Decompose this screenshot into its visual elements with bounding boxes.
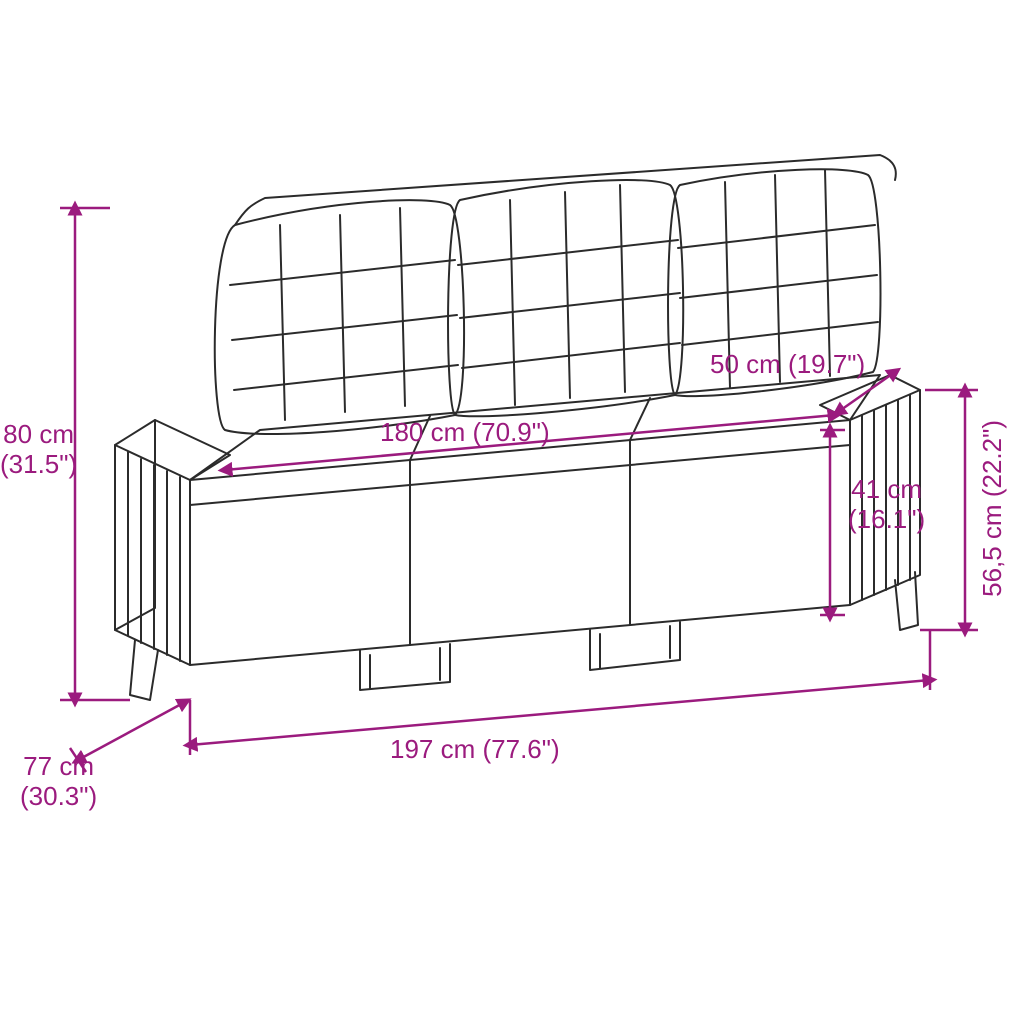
sofa-dimension-diagram: { "dimensions": { "height_total": { "cm"… xyxy=(0,0,1024,1024)
dim-width-total: 197 cm (77.6") xyxy=(390,735,560,765)
dim-arm-height: 56,5 cm (22.2") xyxy=(978,420,1008,597)
sled-leg-1 xyxy=(360,644,450,690)
dim-seat-width: 180 cm (70.9") xyxy=(380,418,550,448)
dim-seat-height: 41 cm(16.1") xyxy=(848,475,925,535)
back-cushion-1 xyxy=(215,200,464,434)
dim-depth: 77 cm(30.3") xyxy=(20,752,97,812)
dim-height-total: 80 cm(31.5") xyxy=(0,420,77,480)
back-cushion-2 xyxy=(448,180,683,416)
dim-seat-depth: 50 cm (19.7") xyxy=(710,350,865,380)
sled-leg-2 xyxy=(590,622,680,670)
dimension-lines xyxy=(60,208,978,772)
